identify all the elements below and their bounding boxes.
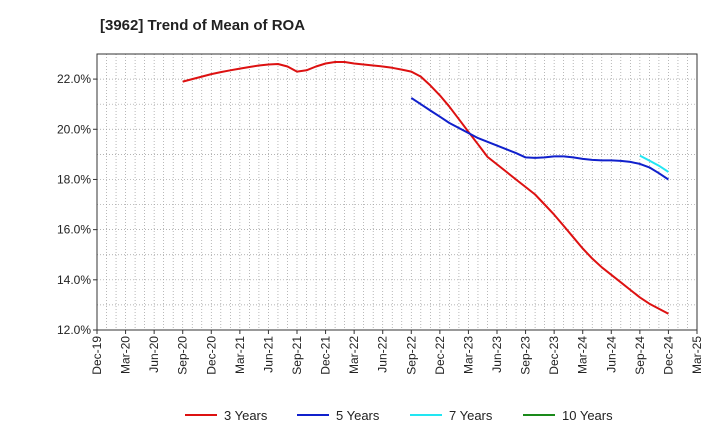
series-line-5-years — [410, 97, 669, 181]
x-tick-label: Sep-22 — [404, 336, 418, 375]
legend-label: 10 Years — [562, 408, 613, 423]
series-line-7-years — [639, 154, 669, 173]
x-tick-label: Mar-24 — [576, 336, 590, 374]
x-tick-label: Jun-21 — [261, 336, 275, 373]
x-tick-label: Jun-24 — [604, 336, 618, 373]
x-tick-label: Mar-20 — [119, 336, 133, 374]
x-tick-label: Dec-21 — [319, 336, 333, 375]
y-tick-label: 14.0% — [57, 273, 91, 287]
legend-label: 3 Years — [224, 408, 268, 423]
x-tick-label: Jun-23 — [490, 336, 504, 373]
x-tick-label: Sep-24 — [633, 336, 647, 375]
x-tick-label: Dec-20 — [204, 336, 218, 375]
x-tick-label: Mar-25 — [690, 336, 704, 374]
legend-label: 7 Years — [449, 408, 493, 423]
y-tick-label: 22.0% — [57, 72, 91, 86]
x-tick-label: Dec-19 — [90, 336, 104, 375]
y-tick-label: 12.0% — [57, 323, 91, 337]
x-tick-label: Mar-22 — [347, 336, 361, 374]
x-tick-label: Jun-22 — [376, 336, 390, 373]
x-tick-label: Dec-22 — [433, 336, 447, 375]
x-tick-label: Sep-23 — [519, 336, 533, 375]
series-lines — [182, 61, 669, 315]
x-tick-label: Dec-23 — [547, 336, 561, 375]
y-tick-label: 16.0% — [57, 223, 91, 237]
plot-area-border — [96, 53, 698, 331]
x-tick-label: Jun-20 — [147, 336, 161, 373]
legend-label: 5 Years — [336, 408, 380, 423]
series-line-3-years — [182, 61, 669, 315]
y-tick-label: 20.0% — [57, 122, 91, 136]
x-axis: Dec-19 Mar-20 Jun-20 Sep-20 Dec-20 Mar-21 Jun-… — [90, 330, 704, 375]
x-tick-label: Mar-23 — [461, 336, 475, 374]
y-tick-label: 18.0% — [57, 172, 91, 186]
grid-lines — [97, 54, 697, 330]
x-tick-label: Sep-20 — [176, 336, 190, 375]
x-tick-label: Mar-21 — [233, 336, 247, 374]
y-axis: 12.0% 14.0% 16.0% 18.0% 20.0% 22.0% — [57, 72, 97, 337]
x-tick-label: Dec-24 — [661, 336, 675, 375]
x-tick-label: Sep-21 — [290, 336, 304, 375]
legend: 3 Years 5 Years 7 Years 10 Years — [185, 408, 613, 423]
chart-title: [3962] Trend of Mean of ROA — [100, 17, 305, 34]
